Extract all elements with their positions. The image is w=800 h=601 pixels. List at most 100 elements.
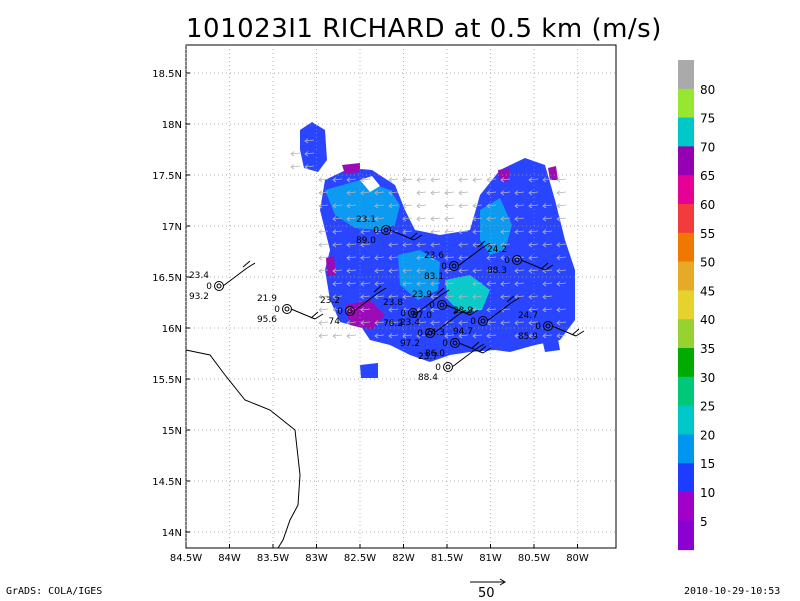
wind-arrow xyxy=(514,203,525,209)
lon-label: 83.5W xyxy=(257,553,289,564)
wind-arrow xyxy=(486,203,497,209)
wind-arrow xyxy=(374,320,385,326)
colorbar-swatch xyxy=(678,463,694,493)
wind-arrow xyxy=(332,294,343,300)
wind-arrow xyxy=(360,216,371,222)
wind-arrow xyxy=(388,242,399,248)
wind-arrow xyxy=(416,320,427,326)
wind-arrow xyxy=(346,190,357,196)
wind-arrow xyxy=(402,242,413,248)
colorbar-swatch xyxy=(678,117,694,147)
wind-arrow xyxy=(388,320,399,326)
wind-arrow xyxy=(430,281,441,287)
wind-arrow xyxy=(304,138,315,144)
wind-arrow xyxy=(332,177,343,183)
colorbar-label: 50 xyxy=(700,256,715,270)
footer-credit: GrADS: COLA/IGES xyxy=(6,586,103,597)
wind-arrow xyxy=(346,281,357,287)
wind-arrow xyxy=(346,177,357,183)
wind-arrow xyxy=(318,203,329,209)
lon-label: 82.5W xyxy=(344,553,376,564)
lat-label: 18.5N xyxy=(152,69,182,80)
colorbar-swatch xyxy=(678,319,694,349)
wind-arrow xyxy=(556,333,567,339)
colorbar-swatch xyxy=(678,492,694,522)
station-speed: 24.3 xyxy=(425,328,445,338)
wind-arrow xyxy=(514,294,525,300)
wind-arrow xyxy=(430,190,441,196)
wind-arrow xyxy=(458,242,469,248)
colorbar-swatch xyxy=(678,88,694,119)
colorbar-label: 5 xyxy=(700,515,708,529)
wind-arrow xyxy=(346,268,357,274)
wind-arrow xyxy=(444,294,455,300)
wind-arrow xyxy=(388,268,399,274)
wind-arrow xyxy=(402,281,413,287)
wind-arrow xyxy=(500,281,511,287)
station-dir: 0 xyxy=(417,329,423,339)
station-speed: 23.7 xyxy=(418,352,438,362)
wind-arrow xyxy=(514,333,525,339)
wind-arrow xyxy=(360,294,371,300)
wind-arrow xyxy=(556,320,567,326)
lat-label: 15N xyxy=(162,426,182,437)
wind-arrow xyxy=(332,268,343,274)
wind-arrow xyxy=(556,203,567,209)
station-dir: 0 xyxy=(429,301,435,311)
wind-arrow xyxy=(528,268,539,274)
wind-arrow xyxy=(430,216,441,222)
wind-arrow xyxy=(374,216,385,222)
colorbar-swatch xyxy=(678,376,694,407)
wind-arrow xyxy=(500,320,511,326)
colorbar-swatch xyxy=(678,348,694,378)
wind-arrow xyxy=(360,307,371,313)
wind-arrow xyxy=(374,333,385,339)
station-speed: 24.7 xyxy=(518,311,538,321)
colorbar-swatch xyxy=(678,290,694,320)
wind-arrow xyxy=(374,268,385,274)
wind-arrow xyxy=(486,333,497,339)
lon-label: 81.5W xyxy=(431,553,463,564)
wind-arrow xyxy=(346,320,357,326)
wind-arrow xyxy=(528,229,539,235)
station-dir: 0 xyxy=(441,262,447,272)
wind-arrow xyxy=(430,255,441,261)
wind-arrow xyxy=(416,255,427,261)
wind-arrow xyxy=(444,229,455,235)
wind-arrow xyxy=(430,307,441,313)
wind-arrow xyxy=(514,216,525,222)
colorbar-label: 40 xyxy=(700,313,715,327)
wind-arrow xyxy=(416,333,427,339)
wind-arrow xyxy=(388,190,399,196)
wind-arrow xyxy=(346,242,357,248)
wind-arrow xyxy=(416,281,427,287)
wind-arrow xyxy=(374,229,385,235)
station-speed: 23.1 xyxy=(356,215,376,225)
station-dir: 0 xyxy=(435,363,441,373)
wind-arrows xyxy=(290,138,567,339)
wind-arrow xyxy=(430,229,441,235)
wind-arrow xyxy=(304,151,315,157)
wind-arrow xyxy=(542,281,553,287)
station-dir: 0 xyxy=(274,305,280,315)
lon-label: 82W xyxy=(392,553,415,564)
colorbar-label: 65 xyxy=(700,169,715,183)
lon-label: 80W xyxy=(566,553,589,564)
wind-arrow xyxy=(388,294,399,300)
wind-arrow xyxy=(402,229,413,235)
coastline xyxy=(185,349,301,549)
station-speed: 21.9 xyxy=(257,294,277,304)
wind-arrow xyxy=(332,242,343,248)
wind-arrow xyxy=(528,190,539,196)
station-pressure: 88.4 xyxy=(418,373,438,383)
wind-arrow xyxy=(444,320,455,326)
wind-arrow xyxy=(472,229,483,235)
colorbar-swatch xyxy=(678,175,694,205)
colorbar-label: 10 xyxy=(700,486,715,500)
